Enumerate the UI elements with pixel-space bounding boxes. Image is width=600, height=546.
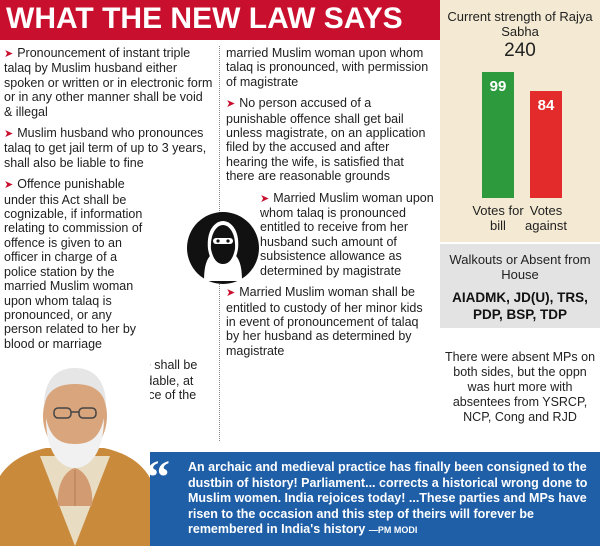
absent-note: There were absent MPs on both sides, but… bbox=[444, 350, 596, 424]
law-point: ➤ Offence punishable under this Act shall… bbox=[4, 177, 143, 351]
bar-label-for: Votes for bill bbox=[472, 203, 524, 233]
arrow-bullet-icon: ➤ bbox=[4, 128, 14, 141]
bar-votes-for bbox=[482, 72, 514, 198]
law-point: ➤ No person accused of a punishable offen… bbox=[226, 96, 426, 184]
header-banner bbox=[0, 0, 440, 40]
law-points-column-2: married Muslim woman upon whom talaq is … bbox=[226, 46, 434, 365]
law-points-column-1: ➤ Pronouncement of instant triple talaq b… bbox=[4, 46, 214, 409]
walkouts-parties: AIADMK, JD(U), TRS, PDP, BSP, TDP bbox=[452, 290, 588, 322]
bar-label-against: Votes against bbox=[525, 203, 567, 233]
arrow-bullet-icon: ➤ bbox=[4, 179, 14, 192]
niqab-woman-icon bbox=[187, 212, 259, 284]
bar-value-for: 99 bbox=[489, 78, 507, 95]
modi-portrait bbox=[0, 356, 150, 546]
law-point: married Muslim woman upon whom talaq is … bbox=[226, 46, 429, 89]
strength-label: Current strength of Rajya Sabha bbox=[447, 9, 593, 39]
bar-value-against: 84 bbox=[537, 97, 555, 114]
arrow-bullet-icon: ➤ bbox=[4, 48, 14, 60]
quote-mark-icon: “ bbox=[146, 451, 170, 504]
page-title: WHAT THE NEW LAW SAYS bbox=[6, 2, 403, 35]
quote-attribution: —PM MODI bbox=[368, 525, 418, 535]
arrow-bullet-icon: ➤ bbox=[226, 98, 236, 111]
walkouts-panel bbox=[440, 244, 600, 328]
quote-text: An archaic and medieval practice has fin… bbox=[188, 460, 588, 536]
law-point: ➤ Pronouncement of instant triple talaq b… bbox=[4, 46, 213, 119]
arrow-bullet-icon: ➤ bbox=[260, 192, 270, 205]
strength-value: 240 bbox=[504, 40, 536, 61]
vote-panel bbox=[440, 0, 600, 242]
law-point: ➤ Married Muslim woman shall be entitled … bbox=[226, 285, 423, 358]
arrow-bullet-icon: ➤ bbox=[226, 287, 236, 300]
bar-votes-against bbox=[530, 91, 562, 198]
walkouts-label: Walkouts or Absent from House bbox=[449, 252, 591, 282]
law-point: ➤ Muslim husband who pronounces talaq to … bbox=[4, 126, 207, 170]
quote-box bbox=[140, 452, 600, 546]
law-point: ➤ Married Muslim woman upon whom talaq is… bbox=[260, 190, 434, 278]
